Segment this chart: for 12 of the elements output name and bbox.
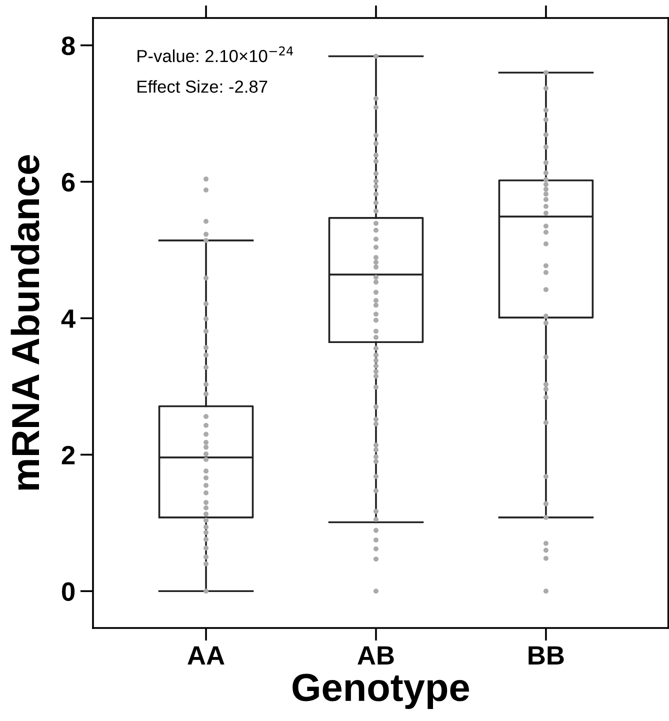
y-axis-title: mRNA Abundance: [10, 155, 40, 490]
y-tick-label: 4: [61, 310, 76, 328]
y-tick-label: 2: [62, 446, 75, 464]
x-tick-label: AA: [188, 646, 224, 664]
annotation: Effect Size: -2.87: [138, 80, 268, 93]
annotation: P-value: 2.10×10$^{−24}$: [138, 46, 294, 62]
y-tick-label: 8: [62, 36, 75, 56]
x-tick-label: BB: [528, 646, 564, 664]
x-tick-label: AB: [358, 646, 394, 664]
x-axis-title: Genotype: [292, 674, 470, 709]
y-tick-label: 6: [62, 172, 75, 192]
y-tick-label: 0: [62, 582, 75, 601]
